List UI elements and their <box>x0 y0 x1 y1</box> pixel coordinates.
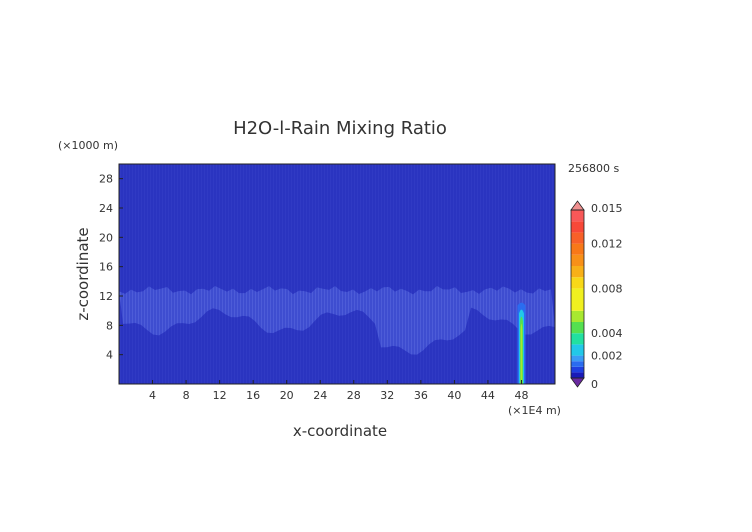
colorbar-under-arrow <box>570 377 585 388</box>
y-axis: 4 8 12 16 20 24 28 <box>99 173 123 362</box>
x-axis-label: x-coordinate <box>293 422 387 440</box>
x-tick-label: 20 <box>280 389 294 402</box>
x-tick-label: 16 <box>246 389 260 402</box>
colorbar-tick-label: 0.012 <box>591 238 623 251</box>
x-tick-label: 36 <box>414 389 428 402</box>
colorbar-segment <box>571 372 584 378</box>
colorbar-segment <box>571 221 584 233</box>
plot-area <box>118 163 556 385</box>
colorbar-segment <box>571 333 584 345</box>
x-tick-label: 40 <box>447 389 461 402</box>
x-tick-label: 48 <box>514 389 528 402</box>
colorbar-segment <box>571 277 584 289</box>
colorbar-segment <box>571 310 584 322</box>
colorbar-tick-label: 0 <box>591 378 598 391</box>
x-unit-label: (×1E4 m) <box>508 404 561 417</box>
colorbar-segment <box>571 355 584 362</box>
colorbar-tick-label: 0.015 <box>591 202 623 215</box>
y-tick-label: 8 <box>106 319 113 332</box>
colorbar: 0.015 0.012 0.008 0.004 0.002 0 <box>570 200 623 391</box>
y-unit-label: (×1000 m) <box>58 139 118 152</box>
x-tick-label: 12 <box>213 389 227 402</box>
y-tick-label: 24 <box>99 202 113 215</box>
time-label: 256800 s <box>568 162 619 175</box>
colorbar-segment <box>571 322 584 334</box>
colorbar-segment <box>571 266 584 278</box>
field-texture <box>119 164 555 384</box>
colorbar-frame <box>570 209 585 379</box>
colorbar-tick-label: 0.004 <box>591 327 623 340</box>
colorbar-segment <box>571 210 584 222</box>
x-tick-label: 24 <box>313 389 327 402</box>
colorbar-segment <box>571 254 584 266</box>
x-tick-label: 28 <box>347 389 361 402</box>
y-tick-label: 20 <box>99 231 113 244</box>
chart-title: H2O-l-Rain Mixing Ratio <box>233 118 447 139</box>
x-axis: 4 8 12 16 20 24 28 32 36 40 44 48 <box>149 380 528 402</box>
colorbar-segment <box>571 288 584 311</box>
colorbar-segment <box>571 366 584 373</box>
colorbar-tick-label: 0.008 <box>591 282 623 295</box>
x-tick-label: 8 <box>183 389 190 402</box>
colorbar-segment <box>571 361 584 367</box>
x-tick-label: 44 <box>481 389 495 402</box>
y-tick-label: 16 <box>99 261 113 274</box>
y-tick-label: 12 <box>99 290 113 303</box>
colorbar-segment <box>571 232 584 244</box>
y-tick-label: 4 <box>106 349 113 362</box>
colorbar-segment <box>571 344 584 356</box>
plot-frame <box>118 163 556 385</box>
colorbar-over-arrow <box>570 200 585 211</box>
rain-column-level-3 <box>520 323 523 384</box>
x-tick-label: 32 <box>380 389 394 402</box>
y-axis-label: z-coordinate <box>74 227 92 320</box>
colorbar-segment <box>571 243 584 255</box>
colorbar-tick-label: 0.002 <box>591 350 623 363</box>
x-tick-label: 4 <box>149 389 156 402</box>
y-tick-label: 28 <box>99 173 113 186</box>
